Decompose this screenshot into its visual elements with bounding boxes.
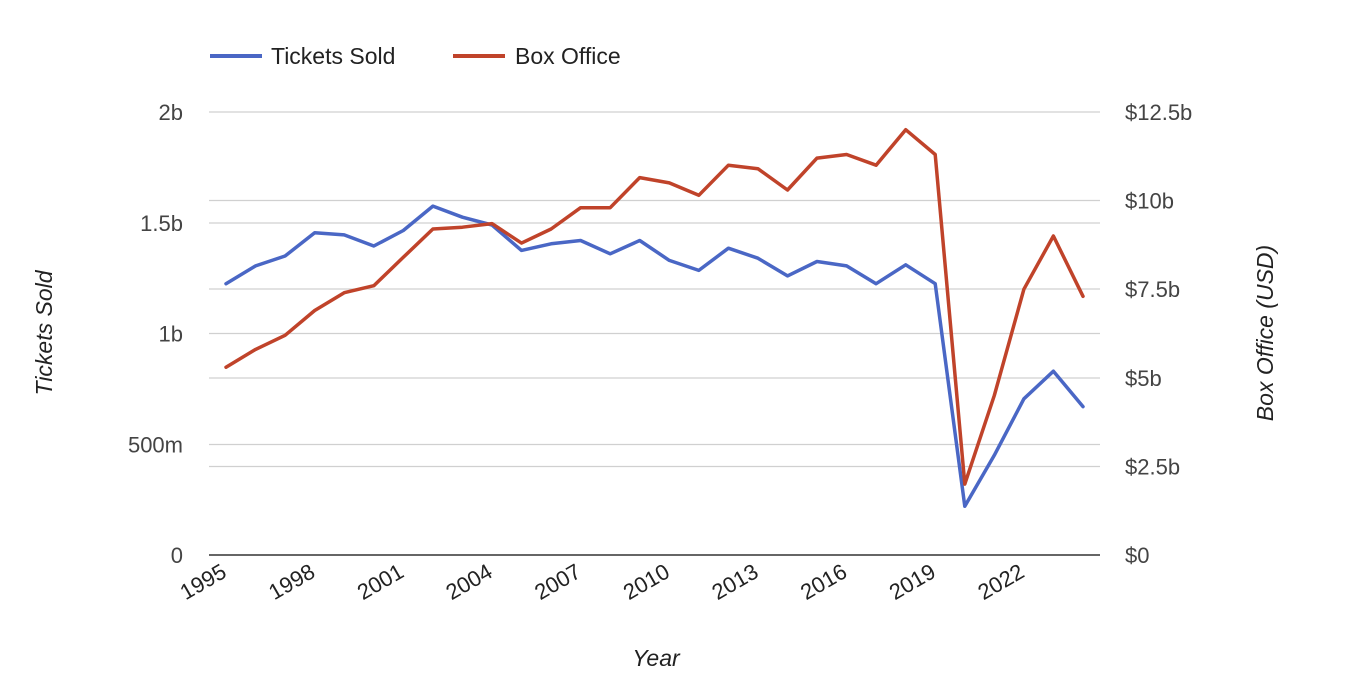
legend: Tickets Sold Box Office — [210, 43, 621, 69]
right-tick-label: $10b — [1125, 189, 1174, 214]
series-lines — [224, 127, 1085, 509]
left-tick-label: 1b — [159, 322, 183, 347]
x-tick-label: 2004 — [442, 559, 497, 605]
right-tick-label: $2.5b — [1125, 454, 1180, 479]
legend-label-tickets-sold: Tickets Sold — [271, 43, 395, 69]
x-tick-label: 2007 — [530, 559, 585, 605]
left-axis-title: Tickets Sold — [31, 269, 57, 395]
left-tick-label: 2b — [159, 100, 183, 125]
series-line-tickets-sold — [224, 204, 1085, 509]
gridlines — [209, 111, 1100, 468]
x-tick-label: 2010 — [619, 559, 674, 605]
right-tick-label: $12.5b — [1125, 100, 1192, 125]
left-axis-ticks: 0 500m 1b 1.5b 2b — [128, 100, 183, 568]
right-axis-title: Box Office (USD) — [1252, 245, 1278, 421]
series-line-box-office — [224, 127, 1085, 486]
x-tick-label: 2016 — [796, 559, 851, 605]
left-tick-label: 0 — [171, 543, 183, 568]
left-tick-label: 500m — [128, 432, 183, 457]
x-tick-label: 2013 — [708, 559, 763, 605]
x-tick-label: 1995 — [176, 559, 231, 605]
x-axis-ticks: 1995 1998 2001 2004 2007 2010 2013 2016 2019 2022 — [176, 559, 1029, 605]
x-tick-label: 2022 — [974, 559, 1029, 605]
x-tick-label: 1998 — [264, 559, 319, 605]
right-axis-ticks: $0 $2.5b $5b $7.5b $10b $12.5b — [1125, 100, 1192, 568]
right-tick-label: $0 — [1125, 543, 1149, 568]
right-tick-label: $7.5b — [1125, 277, 1180, 302]
x-tick-label: 2019 — [885, 559, 940, 605]
x-tick-label: 2001 — [353, 559, 408, 605]
left-tick-label: 1.5b — [140, 211, 183, 236]
legend-label-box-office: Box Office — [515, 43, 621, 69]
right-tick-label: $5b — [1125, 366, 1162, 391]
x-axis-title: Year — [632, 645, 681, 671]
